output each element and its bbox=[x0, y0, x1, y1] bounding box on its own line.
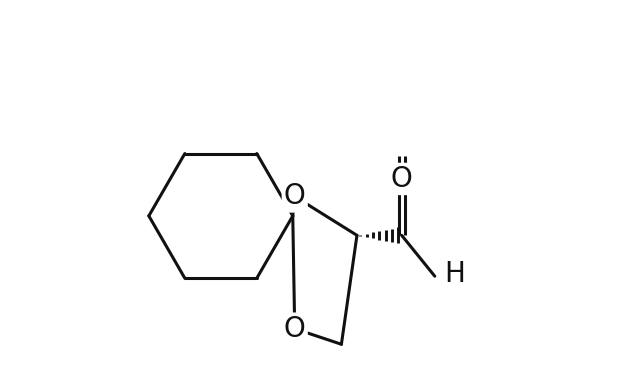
Text: O: O bbox=[284, 182, 305, 210]
Text: O: O bbox=[284, 315, 305, 343]
Text: H: H bbox=[445, 260, 465, 288]
Text: O: O bbox=[391, 165, 413, 193]
